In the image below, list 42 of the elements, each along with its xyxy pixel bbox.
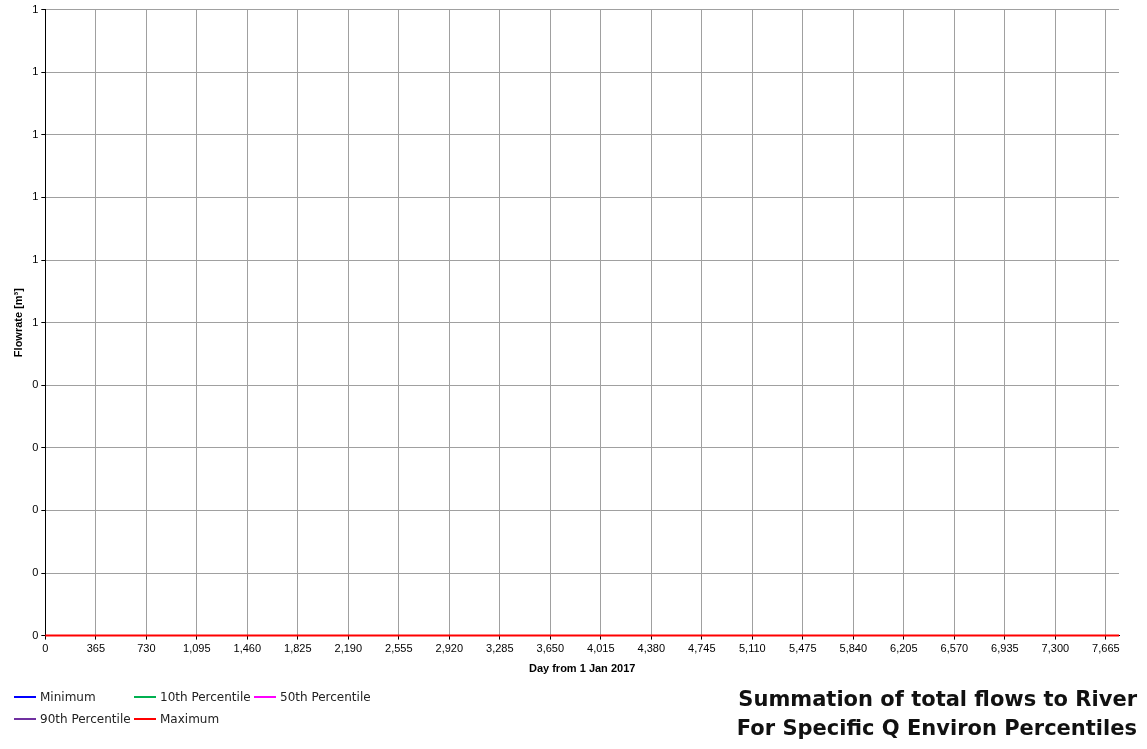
y-tick-label: 1 [32, 253, 39, 266]
legend-label: 50th Percentile [280, 690, 371, 704]
y-tick-label: 1 [32, 2, 39, 15]
x-tick-label: 5,475 [789, 642, 817, 655]
x-tick-label: 1,825 [284, 642, 312, 655]
legend-label: Minimum [40, 690, 96, 704]
y-tick-label: 0 [32, 503, 39, 516]
y-tick-label: 0 [32, 628, 39, 641]
x-tick-label: 4,015 [587, 642, 615, 655]
x-tick-label: 1,095 [183, 642, 211, 655]
y-tick-label: 0 [32, 378, 39, 391]
text: Summation of total flows to River [737, 686, 1137, 713]
x-tick-label: 7,665 [1092, 642, 1120, 655]
x-axis-title: Day from 1 Jan 2017 [528, 662, 636, 675]
x-tick-label: 5,110 [738, 642, 766, 655]
x-tick-label: 7,300 [1041, 642, 1070, 655]
y-tick-label: 1 [32, 190, 39, 203]
x-tick-label: 6,205 [890, 642, 918, 655]
x-tick-label: 4,745 [688, 642, 716, 655]
x-tick-label: 0 [42, 642, 49, 655]
y-tick-label: 1 [32, 127, 39, 140]
x-tick-label: 2,555 [385, 642, 413, 655]
x-tick-label: 6,935 [991, 642, 1019, 655]
legend-label: 10th Percentile [160, 690, 251, 704]
x-tick-label: 2,190 [334, 642, 363, 655]
x-tick-label: 5,840 [839, 642, 868, 655]
x-tick-label: 3,285 [486, 642, 514, 655]
x-tick-label: 4,380 [637, 642, 666, 655]
x-tick-label: 365 [86, 642, 105, 655]
x-tick-label: 6,570 [940, 642, 969, 655]
y-tick-label: 0 [32, 440, 39, 453]
y-axis-title: Flowrate [m³] [11, 287, 24, 358]
x-tick-label: 1,460 [233, 642, 262, 655]
legend-label: Maximum [160, 712, 220, 726]
x-tick-label: 2,920 [435, 642, 464, 655]
x-tick-label: 3,650 [536, 642, 565, 655]
y-tick-label: 1 [32, 315, 39, 328]
legend-label: 90th Percentile [40, 712, 131, 726]
y-tick-label: 1 [32, 65, 39, 78]
x-tick-label: 730 [137, 642, 156, 655]
text: For Specific Q Environ Percentiles [736, 715, 1137, 742]
y-tick-label: 0 [32, 566, 39, 579]
